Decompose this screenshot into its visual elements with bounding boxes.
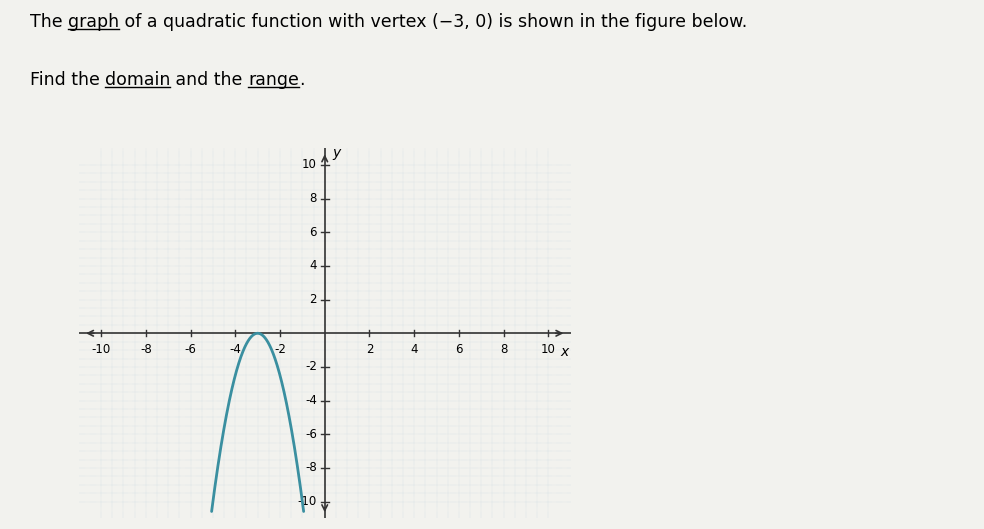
Text: and the: and the — [170, 71, 248, 89]
Text: -4: -4 — [305, 394, 317, 407]
Text: .: . — [299, 71, 304, 89]
Text: -4: -4 — [229, 343, 241, 355]
Text: -6: -6 — [185, 343, 197, 355]
Text: The: The — [30, 13, 68, 31]
Text: 10: 10 — [541, 343, 556, 355]
Text: 6: 6 — [456, 343, 462, 355]
Text: 10: 10 — [302, 159, 317, 171]
Text: 6: 6 — [309, 226, 317, 239]
Text: x: x — [560, 345, 568, 359]
Text: of a quadratic function with vertex (−3, 0) is shown in the figure below.: of a quadratic function with vertex (−3,… — [119, 13, 747, 31]
Text: domain: domain — [105, 71, 170, 89]
Text: -2: -2 — [275, 343, 286, 355]
Text: 8: 8 — [500, 343, 508, 355]
Text: -10: -10 — [297, 495, 317, 508]
Text: Find the: Find the — [30, 71, 105, 89]
Text: -10: -10 — [92, 343, 111, 355]
Text: -6: -6 — [305, 428, 317, 441]
Text: 2: 2 — [309, 293, 317, 306]
Text: range: range — [248, 71, 299, 89]
Text: -8: -8 — [140, 343, 152, 355]
Text: -8: -8 — [305, 461, 317, 475]
Text: -2: -2 — [305, 360, 317, 373]
Text: 4: 4 — [309, 259, 317, 272]
Text: 2: 2 — [366, 343, 373, 355]
Text: 4: 4 — [410, 343, 418, 355]
Text: graph: graph — [68, 13, 119, 31]
Text: 8: 8 — [310, 192, 317, 205]
Text: y: y — [333, 146, 340, 160]
